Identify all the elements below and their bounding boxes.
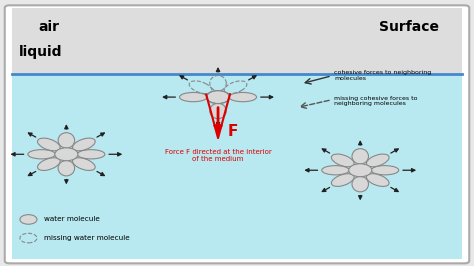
Ellipse shape [28,150,55,159]
Ellipse shape [229,93,256,102]
Ellipse shape [58,133,74,148]
Text: Surface: Surface [379,20,439,34]
Text: F: F [228,124,238,139]
Circle shape [20,215,37,224]
Text: missing cohesive forces to
neighboring molecules: missing cohesive forces to neighboring m… [334,96,418,106]
Bar [12,8,462,74]
Circle shape [207,91,229,103]
Ellipse shape [322,166,349,175]
Ellipse shape [366,154,389,167]
Bar [12,74,462,259]
Ellipse shape [37,158,60,171]
Ellipse shape [73,158,95,171]
Text: cohesive forces to neighboring
molecules: cohesive forces to neighboring molecules [334,70,431,81]
Ellipse shape [352,149,368,164]
Text: missing water molecule: missing water molecule [44,235,129,241]
Ellipse shape [77,150,105,159]
Ellipse shape [73,138,95,151]
Ellipse shape [366,174,389,186]
Text: Force F directed at the interior
of the medium: Force F directed at the interior of the … [164,149,272,162]
Ellipse shape [37,138,60,151]
Text: air: air [38,20,59,34]
FancyBboxPatch shape [5,5,469,263]
Ellipse shape [180,93,207,102]
Circle shape [349,164,372,177]
Ellipse shape [331,154,354,167]
Circle shape [55,148,78,161]
Ellipse shape [58,160,74,176]
Text: water molecule: water molecule [44,217,100,222]
Ellipse shape [352,176,368,192]
Ellipse shape [371,166,399,175]
Text: liquid: liquid [19,45,63,59]
Ellipse shape [210,103,226,119]
Ellipse shape [331,174,354,186]
